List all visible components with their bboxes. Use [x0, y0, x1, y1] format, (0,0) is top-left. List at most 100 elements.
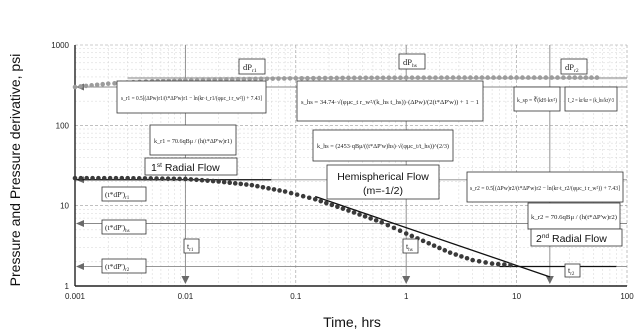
svg-text:s_r1 = 0.5[(ΔPw)r1/(t*ΔP'w)r1: s_r1 = 0.5[(ΔPw)r1/(t*ΔP'w)r1 − ln(kr·t_… — [121, 95, 262, 102]
derivative-point — [90, 175, 95, 181]
x-tick-label: 0.1 — [290, 292, 302, 301]
derivative-point — [238, 181, 244, 187]
svg-text:dPr2: dPr2 — [565, 62, 579, 74]
derivative-point — [391, 225, 397, 231]
equation-s-hs: s_hs = 34.74·√(φμc_t r_w²/(k_hs t_hs))·(… — [296, 80, 484, 122]
derivative-point — [171, 176, 177, 182]
svg-text:1st Radial Flow: 1st Radial Flow — [151, 162, 220, 174]
pressure-point — [392, 75, 397, 81]
derivative-point — [205, 178, 210, 183]
label-t-r1: tr1 — [183, 238, 200, 254]
derivative-point — [154, 176, 159, 181]
svg-text:(t*dP')r2: (t*dP')r2 — [105, 262, 130, 273]
time-marker-1-arrow — [402, 276, 411, 284]
pressure-point — [72, 84, 78, 90]
derivative-point — [194, 177, 199, 183]
derivative-point — [107, 175, 113, 181]
pressure-point — [566, 75, 572, 80]
derivative-point — [96, 175, 101, 181]
pressure-point — [316, 75, 322, 81]
derivative-point — [453, 252, 459, 257]
svg-text:dPhs: dPhs — [403, 57, 417, 69]
pressure-point — [299, 75, 304, 81]
derivative-point — [318, 198, 324, 204]
derivative-point — [397, 228, 403, 234]
pressure-point — [247, 76, 252, 82]
derivative-point — [420, 238, 426, 244]
label-t-hs: ths — [402, 238, 419, 254]
pressure-point — [229, 77, 235, 82]
svg-text:(m=-1/2): (m=-1/2) — [363, 185, 403, 197]
derivative-point — [188, 177, 194, 182]
svg-text:tr2: tr2 — [568, 266, 575, 277]
svg-text:k_r2 = 70.6qBμ / (h(t*ΔP'w)r2): k_r2 = 70.6qBμ / (h(t*ΔP'w)r2) — [531, 214, 617, 221]
derivative-point — [232, 181, 238, 186]
svg-text:tr1: tr1 — [187, 242, 194, 253]
pressure-point — [561, 75, 566, 80]
derivative-point — [362, 214, 368, 219]
derivative-point — [255, 183, 260, 189]
derivative-point — [495, 261, 501, 267]
pressure-point — [444, 75, 450, 80]
pressure-point — [276, 76, 281, 81]
pressure-point — [398, 75, 403, 80]
pressure-point — [578, 75, 583, 80]
x-tick-label: 10 — [512, 292, 521, 301]
derivative-point — [351, 210, 357, 215]
derivative-point — [508, 262, 513, 268]
derivative-point — [282, 189, 288, 194]
label-dp-r1: dPr1 — [238, 58, 266, 75]
svg-text:k_r1 = 70.6qBμ / (h(t*ΔP'w)r1): k_r1 = 70.6qBμ / (h(t*ΔP'w)r1) — [154, 138, 232, 145]
pressure-point — [322, 75, 328, 81]
pressure-point — [462, 75, 467, 80]
pressure-point — [305, 75, 310, 81]
label-t-r2: tr2 — [564, 263, 581, 278]
pressure-point — [456, 75, 462, 80]
label-tdp-r1: (t*dP')r1 — [101, 186, 147, 202]
pressure-point — [526, 75, 531, 80]
equation-k-r1: k_r1 = 70.6qBμ / (h(t*ΔP'w)r1) — [149, 124, 237, 156]
x-tick-label: 0.001 — [65, 292, 86, 301]
pressure-point — [363, 75, 369, 81]
y-tick-label: 1 — [65, 282, 70, 291]
svg-text:dPr1: dPr1 — [243, 62, 257, 74]
pressure-point — [369, 75, 374, 81]
derivative-point — [312, 197, 318, 202]
derivative-point — [431, 243, 437, 248]
pressure-point — [89, 83, 94, 88]
pressure-point — [386, 75, 392, 81]
pressure-point — [537, 75, 543, 80]
pressure-point — [555, 75, 560, 80]
svg-text:2nd Radial Flow: 2nd Radial Flow — [536, 233, 607, 245]
pressure-point — [78, 84, 83, 89]
pressure-point — [409, 75, 415, 80]
svg-text:s_r2 = 0.5[(ΔPw)r2/(t*ΔP'w)r2: s_r2 = 0.5[(ΔPw)r2/(t*ΔP'w)r2 − ln(kr·t_… — [470, 185, 620, 192]
y-tick-label: 10 — [60, 202, 69, 211]
pressure-point — [543, 75, 549, 80]
pressure-point — [531, 75, 537, 80]
derivative-point — [119, 175, 125, 181]
derivative-point — [227, 180, 233, 186]
x-axis-label: Time, hrs — [323, 314, 381, 330]
equation-s-r1: s_r1 = 0.5[(ΔPw)r1/(t*ΔP'w)r1 − ln(kr·t_… — [116, 80, 267, 114]
derivative-point — [148, 176, 154, 181]
derivative-point — [136, 176, 142, 181]
equation-i-2: I_2 = kr/kz = (k_hs/kr)^3 — [564, 86, 618, 112]
pressure-point — [491, 75, 496, 80]
pressure-point — [241, 76, 247, 82]
pressure-point — [427, 75, 432, 80]
pressure-point — [112, 81, 117, 86]
derivative-point — [346, 208, 351, 213]
derivative-point — [271, 187, 277, 192]
pressure-point — [334, 75, 340, 81]
derivative-point — [294, 192, 300, 197]
derivative-point — [447, 250, 453, 255]
y-axis-label: Pressure and Pressure derivative, psi — [7, 54, 23, 287]
svg-text:I_2 = kr/kz = (k_hs/kr)^3: I_2 = kr/kz = (k_hs/kr)^3 — [568, 97, 614, 104]
derivative-point — [101, 175, 107, 181]
pressure-point — [433, 75, 438, 80]
pressure-point — [549, 75, 555, 80]
pressure-point — [572, 75, 578, 80]
derivative-point — [160, 176, 165, 181]
